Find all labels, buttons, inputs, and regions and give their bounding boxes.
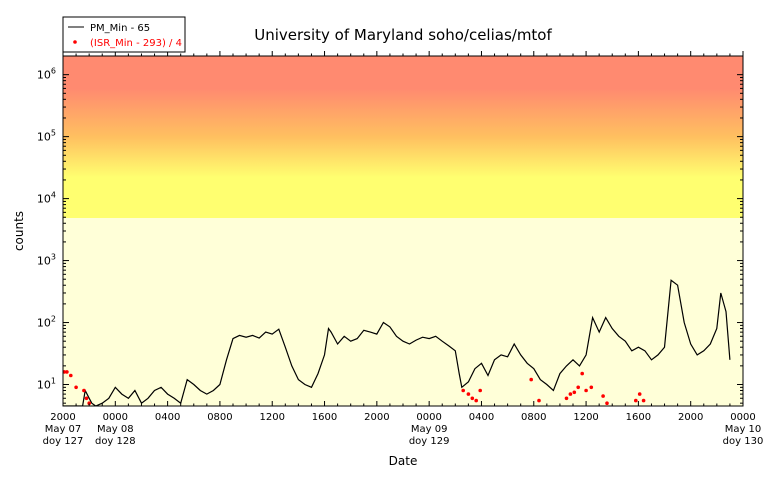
data-point-isr-min (601, 394, 605, 398)
x-tick-label: 2000 (678, 412, 703, 423)
data-point-isr-min (74, 385, 78, 390)
data-point-isr-min (84, 396, 89, 401)
data-point-isr-min (537, 398, 541, 403)
x-tick-label: doy 129 (409, 436, 450, 447)
x-tick-label: 0000 (416, 412, 441, 423)
data-point-isr-min (584, 388, 588, 393)
x-tick-label: May 08 (97, 424, 134, 435)
data-point-isr-min (474, 398, 479, 403)
data-point-isr-min (478, 388, 483, 393)
legend-label-pm: PM_Min - 65 (90, 23, 150, 34)
data-point-isr-min (65, 370, 69, 374)
data-point-isr-min (576, 385, 580, 390)
y-tick-label: 101 (37, 377, 56, 392)
x-tick-label: May 10 (725, 424, 762, 435)
x-tick-label: 2000 (364, 412, 389, 423)
data-point-isr-min (641, 398, 646, 403)
x-tick-label: doy 128 (95, 436, 136, 447)
series-layer (63, 279, 731, 406)
data-point-isr-min (564, 396, 569, 401)
data-point-isr-min (69, 373, 73, 378)
data-point-isr-min (87, 401, 91, 406)
legend: PM_Min - 65 (ISR_Min - 293) / 4 (62, 16, 186, 53)
y-tick-label: 102 (37, 315, 56, 330)
data-point-isr-min (82, 388, 86, 393)
legend-point-swatch (73, 40, 77, 44)
data-point-isr-min (461, 388, 466, 393)
y-axis: 101 102 103 104 105 106 (37, 55, 743, 404)
data-point-isr-min (637, 392, 642, 396)
data-point-isr-min (529, 377, 533, 382)
x-tick-label: 0800 (521, 412, 546, 423)
x-tick-label: 1200 (260, 412, 285, 423)
x-tick-label: 2000 (50, 412, 75, 423)
data-point-isr-min (580, 371, 584, 376)
series-line-pm-min (63, 279, 731, 406)
data-point-isr-min (634, 398, 638, 403)
data-point-isr-min (470, 396, 475, 401)
x-tick-label: 0400 (155, 412, 180, 423)
data-point-isr-min (466, 392, 471, 396)
data-point-isr-min (572, 390, 577, 395)
x-tick-label: 1600 (312, 412, 337, 423)
y-tick-label: 105 (37, 129, 56, 144)
x-tick-label: 1200 (573, 412, 598, 423)
x-tick-label: May 07 (45, 424, 82, 435)
y-tick-label: 103 (37, 253, 56, 268)
data-point-isr-min (63, 370, 67, 374)
upper-band (63, 56, 743, 218)
legend-label-isr: (ISR_Min - 293) / 4 (90, 38, 182, 49)
x-tick-label: doy 130 (723, 436, 764, 447)
y-tick-label: 106 (37, 67, 56, 82)
y-axis-label: counts (12, 211, 26, 251)
x-tick-label: 0000 (730, 412, 755, 423)
x-axis-label: Date (389, 454, 418, 468)
data-point-isr-min (589, 385, 594, 390)
x-tick-label: 1600 (626, 412, 651, 423)
x-tick-label: doy 127 (43, 436, 84, 447)
data-point-isr-min (568, 392, 573, 396)
lower-band (63, 218, 743, 406)
chart-title: University of Maryland soho/celias/mtof (254, 26, 552, 44)
x-tick-label: 0800 (207, 412, 232, 423)
x-tick-label: 0000 (103, 412, 128, 423)
legend-box (62, 16, 186, 53)
y-tick-label: 104 (37, 191, 56, 206)
x-tick-label: 0400 (469, 412, 494, 423)
plot-background (63, 56, 743, 406)
data-point-isr-min (605, 401, 609, 406)
x-tick-label: May 09 (411, 424, 448, 435)
